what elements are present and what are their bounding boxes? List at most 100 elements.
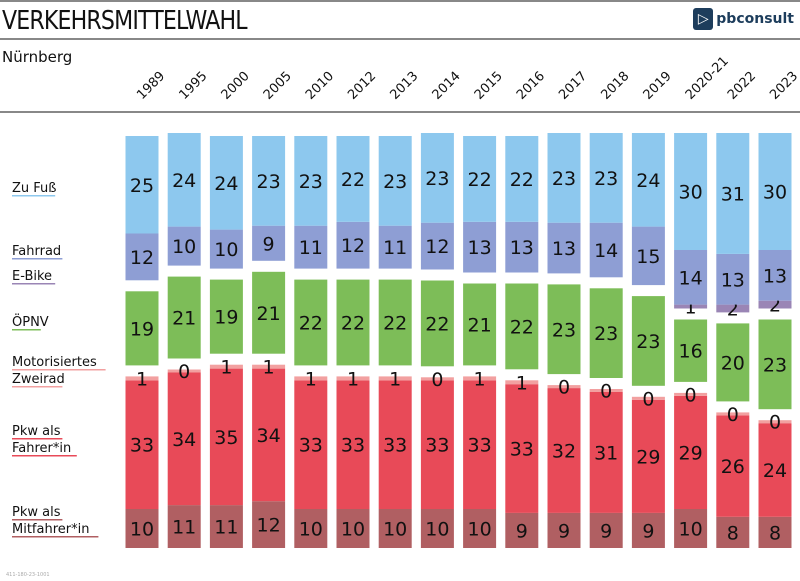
bar-segment	[167, 133, 201, 227]
data-label: 9	[516, 520, 528, 542]
legend-label: Fahrrad	[12, 244, 61, 259]
data-label: 13	[763, 265, 787, 287]
data-label: 21	[172, 308, 196, 330]
data-label: 11	[172, 517, 196, 539]
data-label: 1	[516, 372, 528, 394]
data-label: 33	[130, 435, 154, 457]
data-label: 1	[263, 357, 275, 379]
data-label: 10	[130, 519, 154, 541]
data-label: 13	[510, 237, 534, 259]
data-label: 10	[214, 239, 238, 261]
legend-underline	[12, 329, 41, 331]
data-label: 26	[721, 456, 745, 478]
data-label: 22	[425, 313, 449, 335]
data-label: 12	[130, 247, 154, 269]
bar-segment	[716, 304, 750, 313]
bar-segment	[209, 229, 243, 269]
bar-segment	[420, 280, 454, 367]
bar-segment	[674, 392, 708, 396]
x-tick-label: 1989	[134, 69, 168, 103]
x-tick-label: 2023	[767, 69, 800, 103]
x-tick-label: 2017	[556, 69, 590, 103]
data-label: 0	[769, 412, 781, 434]
bar-segment	[167, 276, 201, 359]
data-label: 13	[721, 269, 745, 291]
data-label: 9	[600, 520, 612, 542]
bar-segment	[252, 501, 286, 548]
data-label: 33	[341, 435, 365, 457]
bar-segment	[252, 271, 286, 354]
data-label: 31	[721, 183, 745, 205]
x-tick-label: 2000	[219, 69, 253, 103]
data-label: 13	[468, 237, 492, 259]
legend-label: E-Bike	[12, 269, 52, 284]
data-label: 22	[299, 313, 323, 335]
bar-segment	[716, 133, 750, 254]
bar-segment	[631, 512, 665, 548]
bar-segment	[758, 133, 792, 250]
data-label: 33	[425, 435, 449, 457]
legend-underline	[12, 455, 77, 457]
legend-underline	[12, 283, 56, 285]
bar-segment	[336, 279, 370, 366]
bar-segment	[631, 296, 665, 386]
bar-segment	[674, 395, 708, 509]
data-label: 19	[130, 318, 154, 340]
bar-segment	[463, 376, 497, 381]
data-label: 34	[172, 429, 196, 451]
data-label: 29	[636, 446, 660, 468]
bar-segment	[463, 283, 497, 366]
x-tick-label: 1995	[176, 69, 210, 103]
bar-segment	[631, 226, 665, 286]
bar-segment	[758, 420, 792, 424]
bar-segment	[547, 133, 581, 223]
data-label: 11	[383, 237, 407, 259]
data-label: 30	[679, 182, 703, 204]
data-label: 1	[305, 368, 317, 390]
data-label: 12	[341, 235, 365, 257]
bar-segment	[209, 505, 243, 548]
bar-segment	[758, 516, 792, 548]
bar-segment	[716, 415, 750, 517]
data-label: 9	[558, 520, 570, 542]
legend-label: Fahrer*in	[12, 441, 71, 456]
legend-underline	[12, 536, 99, 538]
legend-label: Pkw als	[12, 505, 61, 520]
bar-segment	[125, 509, 159, 548]
bar-segment	[420, 380, 454, 509]
bar-segment	[378, 380, 412, 509]
bar-segment	[463, 509, 497, 548]
bar-segment	[589, 222, 623, 278]
bar-segment	[674, 250, 708, 305]
bar-segment	[336, 221, 370, 269]
data-label: 10	[425, 519, 449, 541]
data-label: 23	[763, 354, 787, 376]
bar-segment	[463, 380, 497, 509]
bar-segment	[252, 225, 286, 261]
data-label: 22	[341, 313, 365, 335]
legend-label: Pkw als	[12, 424, 61, 439]
bar-segment	[125, 291, 159, 366]
data-label: 10	[341, 519, 365, 541]
data-label: 9	[263, 233, 275, 255]
chart-title: VERKEHRSMITTELWAHL	[2, 6, 248, 36]
bar-segment	[716, 323, 750, 402]
bar-segment	[631, 399, 665, 513]
data-label: 1	[389, 368, 401, 390]
data-label: 23	[552, 168, 576, 190]
data-label: 35	[214, 427, 238, 449]
bar-segment	[420, 133, 454, 223]
logo: ▷ pbconsult	[693, 8, 794, 30]
bar-segment	[252, 368, 286, 502]
bar-segment	[758, 423, 792, 517]
data-label: 0	[727, 404, 739, 426]
legend-underline	[12, 369, 106, 371]
bar-segment	[420, 222, 454, 270]
data-label: 10	[468, 519, 492, 541]
data-label: 16	[679, 341, 703, 363]
bar-segment	[294, 136, 328, 226]
data-label: 22	[341, 169, 365, 191]
data-label: 23	[257, 171, 281, 193]
bar-segment	[420, 377, 454, 381]
data-label: 8	[769, 522, 781, 544]
